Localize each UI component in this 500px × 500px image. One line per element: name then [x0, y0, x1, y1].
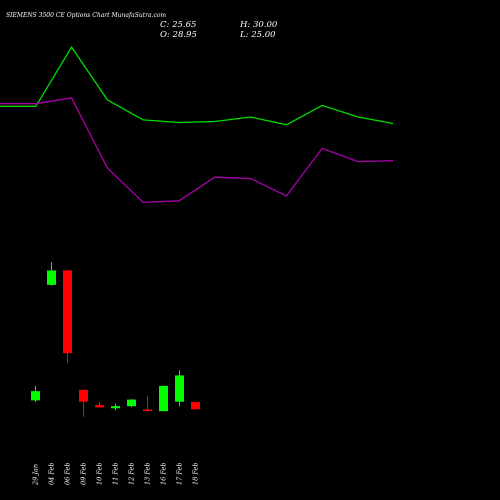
- candle: [111, 403, 120, 411]
- candle: [159, 385, 168, 412]
- indicator-lines: [0, 45, 394, 204]
- candle-body: [95, 405, 104, 408]
- low-value: L: 25.00: [239, 30, 276, 40]
- x-tick-label: 06 Feb: [64, 463, 72, 486]
- x-tick-label: 18 Feb: [192, 463, 200, 486]
- x-tick-label: 12 Feb: [128, 463, 136, 486]
- x-tick-label: 29 Jan: [32, 464, 40, 486]
- candle: [47, 262, 56, 286]
- candle: [143, 395, 152, 412]
- close-value: C: 25.65: [160, 20, 196, 30]
- candle-body: [63, 270, 72, 354]
- candle-body: [175, 375, 184, 402]
- candle: [63, 269, 72, 363]
- x-tick-label: 11 Feb: [112, 463, 120, 486]
- candle-body: [159, 385, 168, 412]
- candle: [175, 370, 184, 407]
- x-tick-label: 10 Feb: [96, 463, 104, 486]
- candle-body: [47, 270, 56, 285]
- candle: [31, 385, 40, 402]
- open-value: O: 28.95: [160, 30, 197, 40]
- x-tick-label: 09 Feb: [80, 463, 88, 486]
- x-tick-label: 13 Feb: [144, 463, 152, 486]
- candle: [127, 399, 136, 408]
- candle-body: [31, 391, 40, 401]
- candle: [79, 389, 88, 417]
- x-tick-label: 04 Feb: [48, 463, 56, 486]
- x-tick-label: 17 Feb: [176, 463, 184, 486]
- candle-body: [79, 389, 88, 402]
- high-value: H: 30.00: [239, 20, 278, 30]
- candle: [191, 401, 200, 410]
- line-series-green: [0, 45, 394, 126]
- candle-body: [143, 409, 152, 412]
- candlesticks: [31, 262, 200, 417]
- candle-body: [127, 399, 136, 407]
- x-tick-label: 16 Feb: [160, 463, 168, 486]
- x-axis-ticks: 29 Jan 04 Feb 06 Feb 09 Feb 10 Feb 11 Feb 12 F…: [32, 463, 200, 487]
- candle-body: [191, 401, 200, 410]
- line-series-purple: [0, 97, 394, 204]
- candle-body: [111, 406, 120, 409]
- candle: [95, 401, 104, 408]
- chart-title: SIEMENS 3500 CE Options Chart MunafaSutr…: [6, 12, 166, 19]
